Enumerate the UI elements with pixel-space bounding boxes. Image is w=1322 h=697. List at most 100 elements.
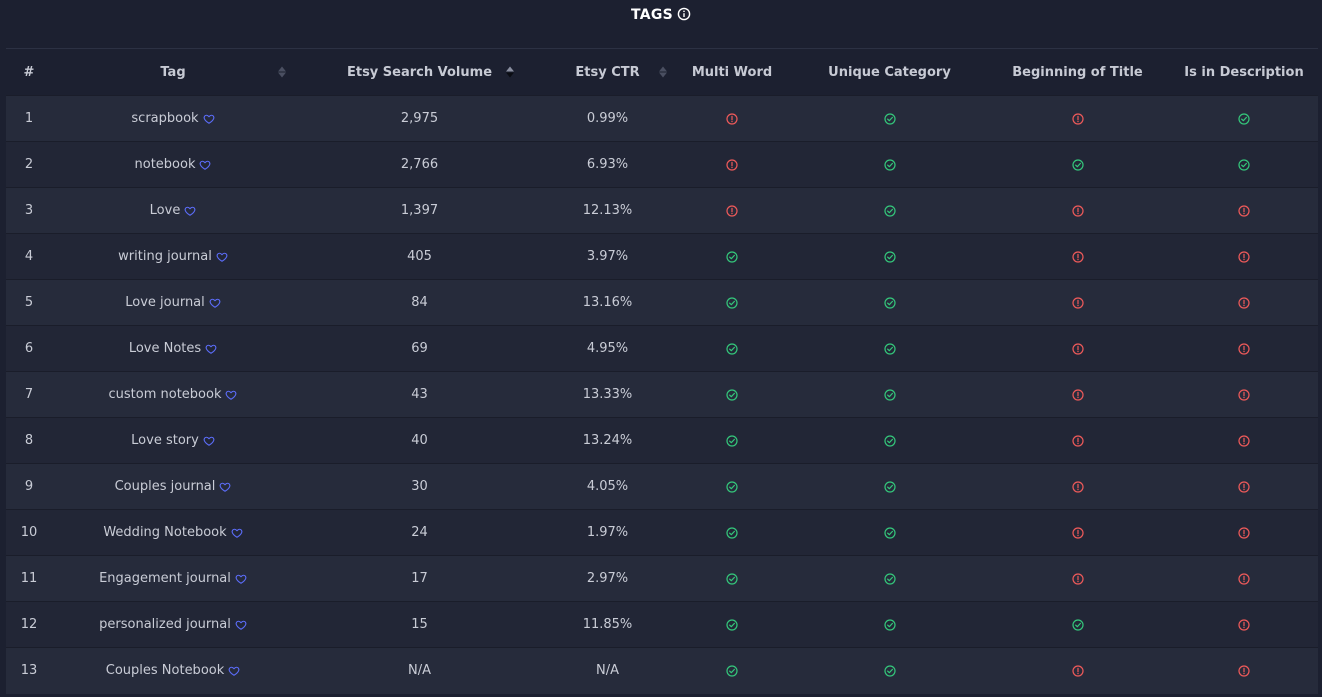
in-description-cell — [1170, 326, 1318, 372]
tag-label: Couples Notebook — [105, 663, 225, 679]
ctr-cell: 2.97% — [586, 571, 629, 586]
column-header-tag[interactable]: Tag — [52, 49, 294, 96]
tag-cell: custom notebook — [52, 372, 294, 418]
table-row: 3 Love 1,397 12.13% — [6, 187, 1318, 234]
info-icon[interactable] — [677, 7, 691, 21]
alert-circle-icon — [1071, 434, 1084, 447]
tag-label: Love Notes — [128, 341, 202, 356]
beginning-of-title-cell — [985, 142, 1170, 188]
unique-category-cell — [794, 372, 985, 418]
column-header-tag-label: Tag — [160, 64, 186, 80]
in-description-cell — [1170, 280, 1318, 326]
check-circle-icon — [1071, 618, 1084, 631]
table-row: 8 Love story 40 13.24% — [6, 417, 1318, 464]
check-circle-icon — [1238, 112, 1250, 125]
table-row: 10 Wedding Notebook 24 1.97% — [6, 509, 1318, 556]
table-row: 9 Couples journal 30 4.05% — [6, 463, 1318, 510]
column-header-beginning-of-title-label: Beginning of Title — [1012, 64, 1143, 80]
column-header-number: # — [6, 49, 52, 96]
column-header-in-description-label: Is in Description — [1184, 64, 1304, 80]
beginning-of-title-cell — [985, 510, 1170, 556]
check-circle-icon — [883, 250, 896, 263]
check-circle-icon — [883, 388, 896, 401]
alert-circle-icon — [1238, 296, 1250, 309]
multi-word-cell — [670, 510, 794, 556]
sort-icon[interactable] — [659, 66, 667, 78]
row-number: 13 — [20, 663, 38, 679]
alert-circle-icon — [1238, 342, 1250, 355]
beginning-of-title-cell — [985, 648, 1170, 694]
column-header-ctr[interactable]: Etsy CTR — [545, 49, 670, 96]
tag-cell: writing journal — [52, 234, 294, 280]
tag-label: Love — [149, 203, 181, 218]
tag-label: Love journal — [125, 295, 205, 310]
multi-word-cell — [670, 464, 794, 510]
table-row: 1 scrapbook 2,975 0.99% — [6, 95, 1318, 142]
alert-circle-icon — [1071, 572, 1084, 585]
tag-cell-content: custom notebook — [109, 387, 238, 402]
unique-category-cell — [794, 234, 985, 280]
alert-circle-icon — [726, 112, 738, 125]
table-row: 7 custom notebook 43 13.33% — [6, 371, 1318, 418]
heart-icon[interactable] — [235, 619, 247, 631]
unique-category-cell — [794, 326, 985, 372]
heart-icon[interactable] — [203, 113, 215, 125]
heart-icon[interactable] — [225, 389, 237, 401]
sort-icon[interactable] — [278, 66, 286, 78]
table-row: 11 Engagement journal 17 2.97% — [6, 555, 1318, 602]
beginning-of-title-cell — [985, 418, 1170, 464]
heart-icon[interactable] — [184, 205, 196, 217]
column-header-beginning-of-title: Beginning of Title — [985, 49, 1170, 96]
beginning-of-title-cell — [985, 234, 1170, 280]
beginning-of-title-cell — [985, 280, 1170, 326]
column-header-search-volume[interactable]: Etsy Search Volume — [294, 49, 545, 96]
check-circle-icon — [726, 665, 738, 677]
alert-circle-icon — [1071, 480, 1084, 493]
heart-icon[interactable] — [235, 573, 247, 585]
ctr-cell: 4.05% — [586, 479, 629, 494]
alert-circle-icon — [1238, 480, 1250, 493]
alert-circle-icon — [1238, 388, 1250, 401]
row-number: 2 — [24, 157, 34, 172]
search-volume-cell: 1,397 — [400, 203, 439, 218]
search-volume-cell: 15 — [411, 617, 428, 632]
ctr-cell: 13.16% — [582, 295, 633, 310]
ctr-cell: 12.13% — [582, 203, 633, 218]
heart-icon[interactable] — [203, 435, 215, 447]
in-description-cell — [1170, 372, 1318, 418]
heart-icon[interactable] — [216, 251, 228, 263]
ctr-cell: 3.97% — [586, 249, 629, 264]
heart-icon[interactable] — [205, 343, 217, 355]
beginning-of-title-cell — [985, 464, 1170, 510]
alert-circle-icon — [1071, 204, 1084, 217]
alert-circle-icon — [1238, 250, 1250, 263]
heart-icon[interactable] — [209, 297, 221, 309]
in-description-cell — [1170, 556, 1318, 602]
tag-cell: Love journal — [52, 280, 294, 326]
in-description-cell — [1170, 602, 1318, 648]
heart-icon[interactable] — [228, 665, 240, 677]
unique-category-cell — [794, 602, 985, 648]
row-number: 7 — [24, 387, 34, 402]
heart-icon[interactable] — [219, 481, 231, 493]
in-description-cell — [1170, 96, 1318, 142]
tags-header: TAGS — [0, 0, 1322, 30]
check-circle-icon — [883, 112, 896, 125]
row-number: 9 — [24, 479, 34, 494]
heart-icon[interactable] — [199, 159, 211, 171]
search-volume-cell: 2,975 — [400, 111, 439, 126]
multi-word-cell — [670, 142, 794, 188]
heart-icon[interactable] — [231, 527, 243, 539]
row-number: 12 — [20, 617, 38, 632]
check-circle-icon — [726, 250, 738, 263]
check-circle-icon — [883, 480, 896, 493]
sort-desc-icon[interactable] — [506, 66, 514, 78]
in-description-cell — [1170, 418, 1318, 464]
column-header-unique-category-label: Unique Category — [828, 64, 951, 80]
alert-circle-icon — [1071, 665, 1084, 677]
unique-category-cell — [794, 648, 985, 694]
row-number: 10 — [20, 525, 38, 540]
search-volume-cell: 30 — [411, 479, 428, 494]
unique-category-cell — [794, 280, 985, 326]
table-row: 13 Couples Notebook N/A N/A — [6, 647, 1318, 694]
